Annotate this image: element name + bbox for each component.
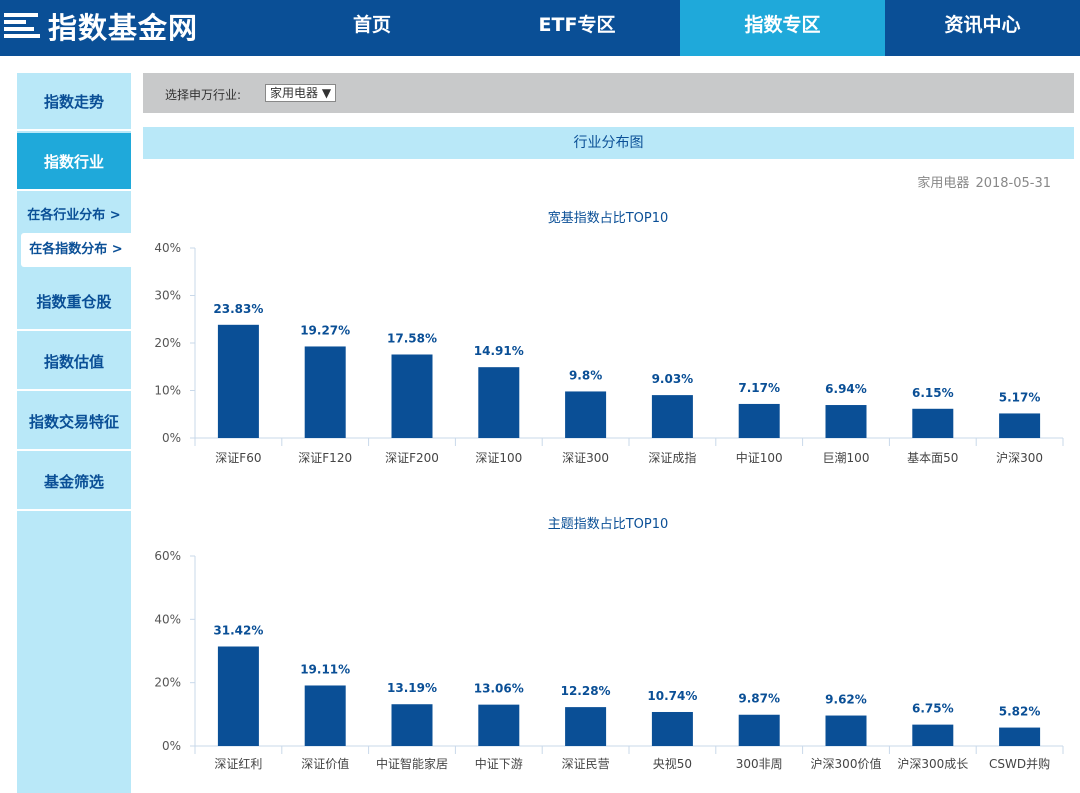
section-title: 行业分布图 [143, 127, 1074, 159]
y-tick-label: 0% [162, 431, 181, 445]
bar-value-label: 19.11% [300, 662, 350, 676]
y-tick-label: 40% [154, 241, 181, 255]
bar-value-label: 23.83% [213, 302, 263, 316]
sidebar-item-holdings[interactable]: 指数重仓股 [17, 273, 131, 331]
bar-value-label: 7.17% [738, 381, 780, 395]
bar [825, 715, 867, 746]
bar [391, 704, 433, 746]
logo-text: 指数基金网 [48, 11, 199, 45]
logo-e-icon [4, 11, 44, 41]
category-label: 中证智能家居 [376, 756, 448, 771]
nav-home[interactable]: 首页 [352, 14, 391, 36]
bar [565, 707, 607, 746]
category-label: 300非周 [736, 757, 783, 771]
theme-index-bar-chart: 主题指数占比TOP10 0% 20% 40% 60% 31.42% 深证红利 19.11% 深证… [154, 517, 1064, 771]
category-label: 沪深300 [996, 451, 1043, 465]
bar-value-label: 9.87% [738, 692, 780, 706]
bar [738, 403, 780, 438]
broad-index-chart: 宽基指数占比TOP10 0% 10% 20% 30% 40% 23.83% 深证F60 19.2… [143, 200, 1074, 480]
industry-name: 家用电器 [917, 176, 970, 191]
category-label: 沪深300成长 [897, 757, 968, 771]
category-label: 沪深300价值 [811, 756, 882, 771]
sidebar-item-fund-filter[interactable]: 基金筛选 [17, 453, 131, 511]
y-tick-label: 60% [154, 549, 181, 563]
bar-value-label: 9.8% [569, 368, 602, 382]
nav-news[interactable]: 资讯中心 [944, 14, 1021, 36]
bar [999, 413, 1041, 438]
bar [217, 646, 259, 746]
sidebar: 指数走势 指数行业 在各行业分布 > 在各指数分布 > 指数重仓股 指数估值 指… [17, 73, 131, 793]
sidebar-item-trend[interactable]: 指数走势 [17, 73, 131, 131]
bar [217, 324, 259, 438]
y-tick-label: 40% [154, 612, 181, 626]
bar-value-label: 9.62% [825, 693, 867, 707]
category-label: 深证成指 [648, 450, 696, 465]
sidebar-item-trading[interactable]: 指数交易特征 [17, 393, 131, 451]
y-tick-label: 10% [154, 384, 181, 398]
bar [304, 346, 346, 438]
top-navigation-bar: 指数基金网 首页 ETF专区 指数专区 资讯中心 [0, 0, 1080, 56]
bar [651, 395, 693, 438]
bar-value-label: 13.06% [474, 682, 524, 696]
category-label: 深证100 [475, 451, 522, 465]
bar-value-label: 6.75% [912, 702, 954, 716]
bar [825, 405, 867, 438]
bar-value-label: 31.42% [213, 624, 263, 638]
nav-etf[interactable]: ETF专区 [538, 14, 616, 36]
bar [304, 685, 346, 746]
nav-index[interactable]: 指数专区 [680, 0, 885, 56]
bar-value-label: 14.91% [474, 344, 524, 358]
bar [478, 704, 520, 746]
bar-value-label: 6.94% [825, 382, 867, 396]
broad-index-bar-chart: 宽基指数占比TOP10 0% 10% 20% 30% 40% 23.83% 深证F60 19.2… [154, 210, 1064, 465]
category-label: 中证100 [736, 450, 783, 465]
category-label: 中证下游 [475, 756, 523, 771]
category-label: 深证F60 [215, 451, 261, 465]
bar [999, 727, 1041, 746]
category-label: CSWD并购 [989, 756, 1050, 771]
bar-value-label: 13.19% [387, 681, 437, 695]
bar [912, 408, 954, 438]
site-logo[interactable]: 指数基金网 [4, 6, 198, 46]
bar-value-label: 10.74% [647, 689, 697, 703]
industry-select[interactable]: 家用电器 ▼ [265, 84, 337, 102]
bar-value-label: 5.82% [999, 705, 1041, 719]
sidebar-subitem-by-index[interactable]: 在各指数分布 > [21, 233, 131, 267]
chart-title: 宽基指数占比TOP10 [548, 210, 669, 226]
category-label: 深证F200 [385, 451, 439, 465]
y-tick-label: 20% [154, 336, 181, 350]
industry-select-label: 选择申万行业: [165, 88, 242, 102]
bar [651, 711, 693, 746]
y-tick-label: 30% [154, 289, 181, 303]
bar-value-label: 12.28% [561, 684, 611, 698]
chart-meta: 家用电器 2018-05-31 [911, 172, 1051, 191]
sidebar-item-valuation[interactable]: 指数估值 [17, 333, 131, 391]
bar-value-label: 5.17% [999, 390, 1041, 404]
category-label: 深证红利 [214, 756, 262, 771]
bar-value-label: 19.27% [300, 323, 350, 337]
bar-value-label: 9.03% [652, 372, 694, 386]
filter-bar: 选择申万行业: 家用电器 ▼ [143, 73, 1074, 113]
y-tick-label: 0% [162, 739, 181, 753]
category-label: 深证300 [562, 451, 609, 465]
bar-value-label: 6.15% [912, 386, 954, 400]
category-label: 基本面50 [907, 451, 958, 465]
bar-value-label: 17.58% [387, 331, 437, 345]
y-tick-label: 20% [154, 676, 181, 690]
chart-title: 主题指数占比TOP10 [548, 517, 669, 532]
category-label: 央视50 [653, 756, 692, 771]
sidebar-subitem-by-industry[interactable]: 在各行业分布 > [27, 208, 121, 223]
category-label: 深证F120 [298, 451, 352, 465]
category-label: 巨潮100 [823, 450, 870, 465]
bar [738, 714, 780, 746]
bar [478, 367, 520, 438]
bar [391, 354, 433, 438]
bar [912, 724, 954, 746]
data-date: 2018-05-31 [975, 176, 1051, 191]
category-label: 深证价值 [301, 756, 349, 771]
theme-index-chart: 主题指数占比TOP10 0% 20% 40% 60% 31.42% 深证红利 19.11% 深证… [143, 508, 1074, 793]
sidebar-item-industry[interactable]: 指数行业 [17, 133, 131, 191]
category-label: 深证民营 [562, 757, 610, 771]
bar [565, 391, 607, 438]
